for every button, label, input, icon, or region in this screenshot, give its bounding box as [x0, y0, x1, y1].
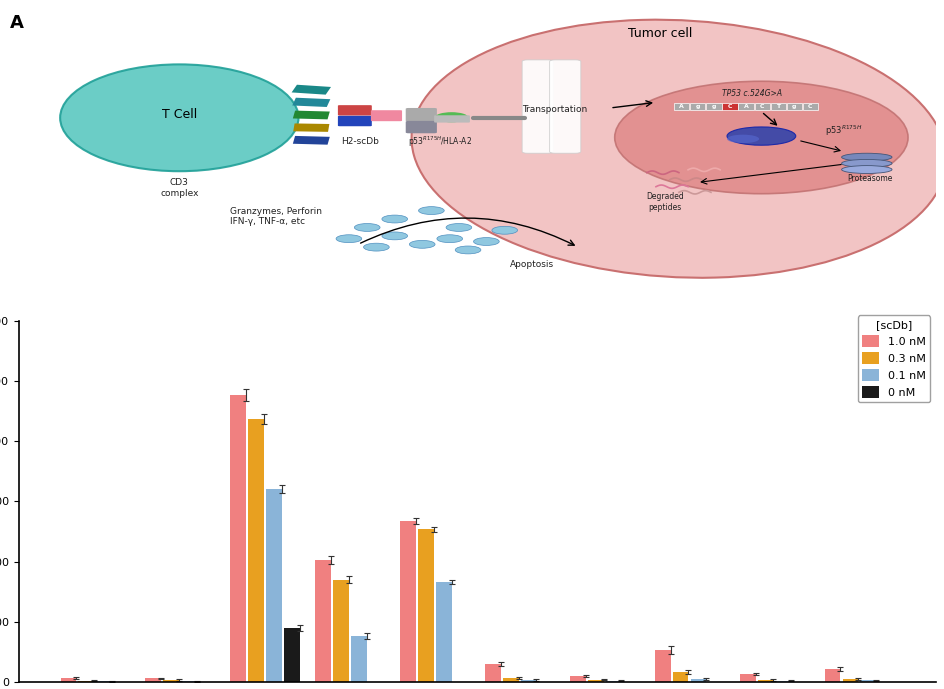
Ellipse shape	[411, 20, 944, 278]
Bar	[842, 679, 857, 682]
Bar	[399, 522, 415, 682]
Text: p53$^{R175H}$/HLA-A2: p53$^{R175H}$/HLA-A2	[408, 134, 472, 149]
FancyBboxPatch shape	[405, 108, 436, 121]
Bar	[145, 679, 161, 682]
Bar	[163, 680, 178, 682]
Text: Tumor cell: Tumor cell	[628, 27, 692, 40]
Text: A: A	[9, 14, 24, 32]
Text: TP53 c.524G>A: TP53 c.524G>A	[721, 90, 782, 99]
Polygon shape	[293, 111, 329, 119]
Bar	[502, 678, 518, 682]
Ellipse shape	[841, 153, 891, 161]
Text: T: T	[775, 104, 780, 109]
Circle shape	[492, 226, 517, 234]
Text: C: C	[807, 104, 812, 109]
FancyBboxPatch shape	[674, 103, 689, 110]
Circle shape	[473, 238, 498, 245]
Polygon shape	[293, 136, 329, 145]
Text: C: C	[727, 104, 732, 109]
Text: Proteasome: Proteasome	[846, 174, 891, 183]
Bar	[315, 559, 330, 682]
FancyBboxPatch shape	[769, 103, 784, 110]
Circle shape	[336, 235, 362, 243]
Bar	[60, 678, 76, 682]
FancyBboxPatch shape	[522, 60, 553, 153]
Bar	[569, 676, 585, 682]
FancyBboxPatch shape	[690, 103, 705, 110]
FancyBboxPatch shape	[370, 110, 401, 121]
Text: g: g	[791, 104, 796, 109]
Ellipse shape	[726, 127, 795, 145]
FancyBboxPatch shape	[753, 103, 768, 110]
Circle shape	[409, 240, 434, 248]
FancyBboxPatch shape	[737, 103, 752, 110]
Bar	[230, 395, 245, 682]
Bar	[654, 650, 670, 682]
Bar	[690, 679, 705, 682]
Text: Transportation: Transportation	[522, 105, 587, 114]
Bar	[824, 669, 839, 682]
Bar	[78, 681, 94, 682]
Bar	[283, 628, 299, 682]
FancyBboxPatch shape	[801, 103, 817, 110]
Text: T Cell: T Cell	[161, 108, 196, 121]
Text: C: C	[759, 104, 764, 109]
Bar	[739, 674, 754, 682]
FancyBboxPatch shape	[705, 103, 721, 110]
Polygon shape	[292, 85, 330, 94]
Bar	[248, 419, 263, 682]
Bar	[332, 579, 348, 682]
FancyBboxPatch shape	[785, 103, 801, 110]
Circle shape	[363, 243, 389, 251]
Bar	[181, 681, 196, 682]
Circle shape	[436, 235, 462, 243]
Bar	[484, 664, 500, 682]
Polygon shape	[292, 98, 330, 107]
Circle shape	[381, 232, 407, 240]
Bar	[435, 582, 451, 682]
FancyBboxPatch shape	[405, 121, 436, 133]
Ellipse shape	[841, 159, 891, 167]
Circle shape	[354, 223, 379, 232]
Text: Granzymes, Perforin
IFN-γ, TNF-α, etc: Granzymes, Perforin IFN-γ, TNF-α, etc	[229, 207, 321, 226]
FancyBboxPatch shape	[338, 116, 371, 126]
Bar	[757, 680, 772, 682]
Circle shape	[455, 246, 480, 254]
Bar	[587, 680, 603, 682]
FancyBboxPatch shape	[721, 103, 736, 110]
Bar	[266, 489, 281, 682]
Ellipse shape	[841, 165, 891, 174]
Bar	[775, 681, 790, 682]
Polygon shape	[293, 123, 329, 132]
Circle shape	[381, 215, 407, 223]
Circle shape	[418, 207, 444, 214]
Ellipse shape	[614, 81, 907, 194]
Text: Degraded
peptides: Degraded peptides	[646, 192, 683, 212]
Text: Apoptosis: Apoptosis	[510, 260, 554, 269]
Bar	[520, 680, 536, 682]
Bar	[605, 681, 621, 682]
Bar	[96, 681, 111, 682]
Ellipse shape	[726, 134, 758, 143]
FancyBboxPatch shape	[433, 115, 469, 123]
FancyBboxPatch shape	[549, 60, 581, 153]
Text: g: g	[711, 104, 716, 109]
Text: g: g	[695, 104, 700, 109]
Circle shape	[446, 223, 471, 232]
Ellipse shape	[60, 64, 298, 172]
FancyBboxPatch shape	[338, 105, 371, 116]
Bar	[350, 636, 366, 682]
Text: CD3
complex: CD3 complex	[160, 178, 198, 198]
Text: p53$^{R175H}$: p53$^{R175H}$	[824, 123, 862, 138]
Text: H2-scDb: H2-scDb	[341, 137, 379, 146]
Bar	[417, 529, 433, 682]
Circle shape	[434, 112, 467, 123]
Bar	[859, 680, 875, 682]
Text: A: A	[679, 104, 683, 109]
Bar	[672, 672, 687, 682]
Legend: 1.0 nM, 0.3 nM, 0.1 nM, 0 nM: 1.0 nM, 0.3 nM, 0.1 nM, 0 nM	[857, 316, 929, 402]
Text: A: A	[743, 104, 748, 109]
